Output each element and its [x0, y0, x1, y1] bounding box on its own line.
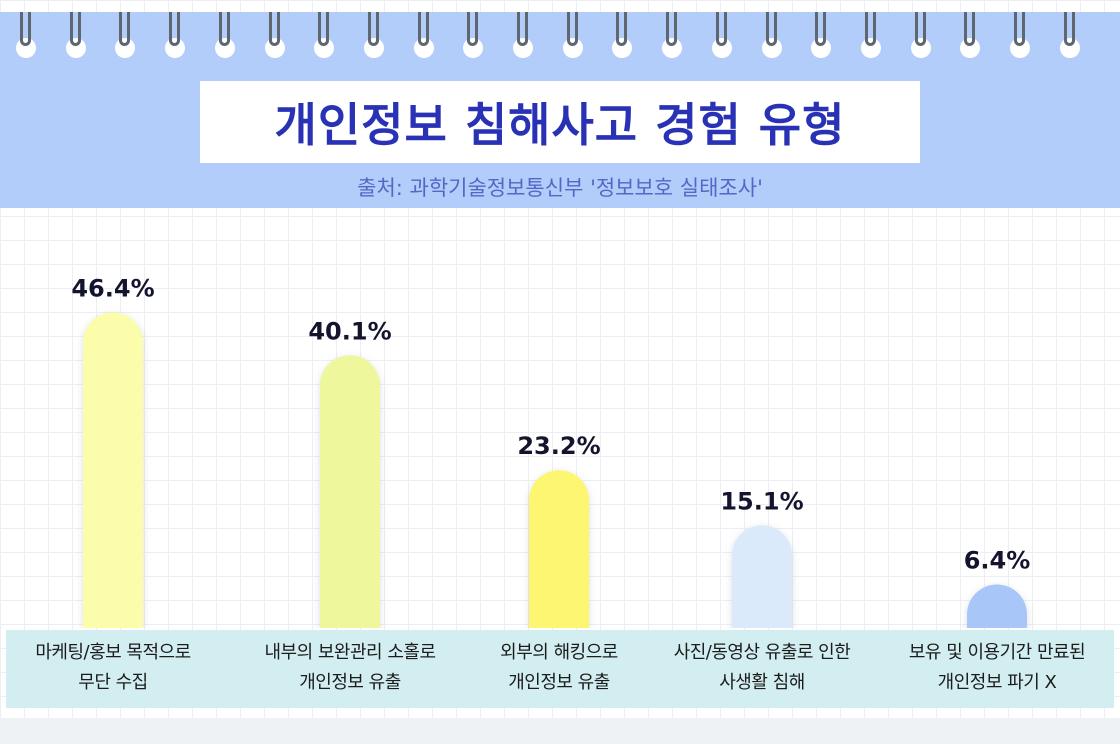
- category-label-5: 보유 및 이용기간 만료된 개인정보 파기 X: [908, 642, 1086, 693]
- value-label-1: 46.4%: [71, 274, 154, 302]
- spiral-ring: [314, 12, 336, 58]
- bar-2: [320, 355, 380, 628]
- value-label-2: 40.1%: [308, 317, 391, 345]
- spiral-ring: [1010, 12, 1032, 58]
- category-label-4: 사진/동영상 유출로 인한 사생활 침해: [673, 642, 851, 693]
- spiral-ring: [65, 12, 88, 58]
- spiral-ring: [165, 12, 187, 58]
- bar-4: [732, 525, 792, 628]
- spiral-ring: [811, 12, 833, 58]
- category-label-1: 마케팅/홍보 목적으로 무단 수집: [35, 642, 191, 693]
- bar-5: [967, 584, 1027, 628]
- spiral-ring: [264, 12, 287, 58]
- source-note: 출처: 과학기술정보통신부 '정보보호 실태조사': [357, 176, 763, 200]
- spiral-ring: [562, 12, 585, 58]
- spiral-ring: [363, 12, 386, 58]
- header-banner: 개인정보 침해사고 경험 유형 출처: 과학기술정보통신부 '정보보호 실태조사…: [0, 12, 1120, 208]
- spiral-ring: [413, 12, 436, 58]
- value-label-5: 6.4%: [964, 546, 1031, 574]
- spiral-ring: [761, 12, 784, 58]
- spiral-ring: [115, 12, 137, 58]
- spiral-ring: [214, 12, 237, 58]
- spiral-ring: [711, 12, 734, 58]
- title-box: 개인정보 침해사고 경험 유형: [200, 81, 920, 163]
- bar-3: [529, 470, 589, 628]
- spiral-ring: [860, 12, 883, 58]
- category-label-3: 외부의 해킹으로 개인정보 유출: [500, 642, 618, 693]
- bar-chart-svg: 46.4% 40.1% 23.2% 15.1% 6.4%: [71, 274, 1031, 628]
- value-label-4: 15.1%: [720, 487, 803, 515]
- value-label-3: 23.2%: [517, 432, 600, 460]
- spiral-ring: [1059, 12, 1082, 58]
- page-title: 개인정보 침해사고 경험 유형: [274, 98, 846, 152]
- spiral-binding: [0, 12, 1120, 60]
- spiral-ring: [612, 12, 634, 58]
- bar-1: [83, 312, 143, 628]
- spiral-ring: [662, 12, 684, 58]
- spiral-ring: [463, 12, 485, 58]
- spiral-ring: [16, 12, 38, 58]
- spiral-ring: [513, 12, 535, 58]
- spiral-ring: [910, 12, 933, 58]
- category-label-strip: 마케팅/홍보 목적으로 무단 수집 내부의 보완관리 소홀로 개인정보 유출 외부의 해…: [6, 630, 1114, 708]
- category-label-2: 내부의 보완관리 소홀로 개인정보 유출: [264, 642, 436, 693]
- spiral-ring: [960, 12, 982, 58]
- bar-chart: 46.4% 40.1% 23.2% 15.1% 6.4%: [0, 208, 1120, 628]
